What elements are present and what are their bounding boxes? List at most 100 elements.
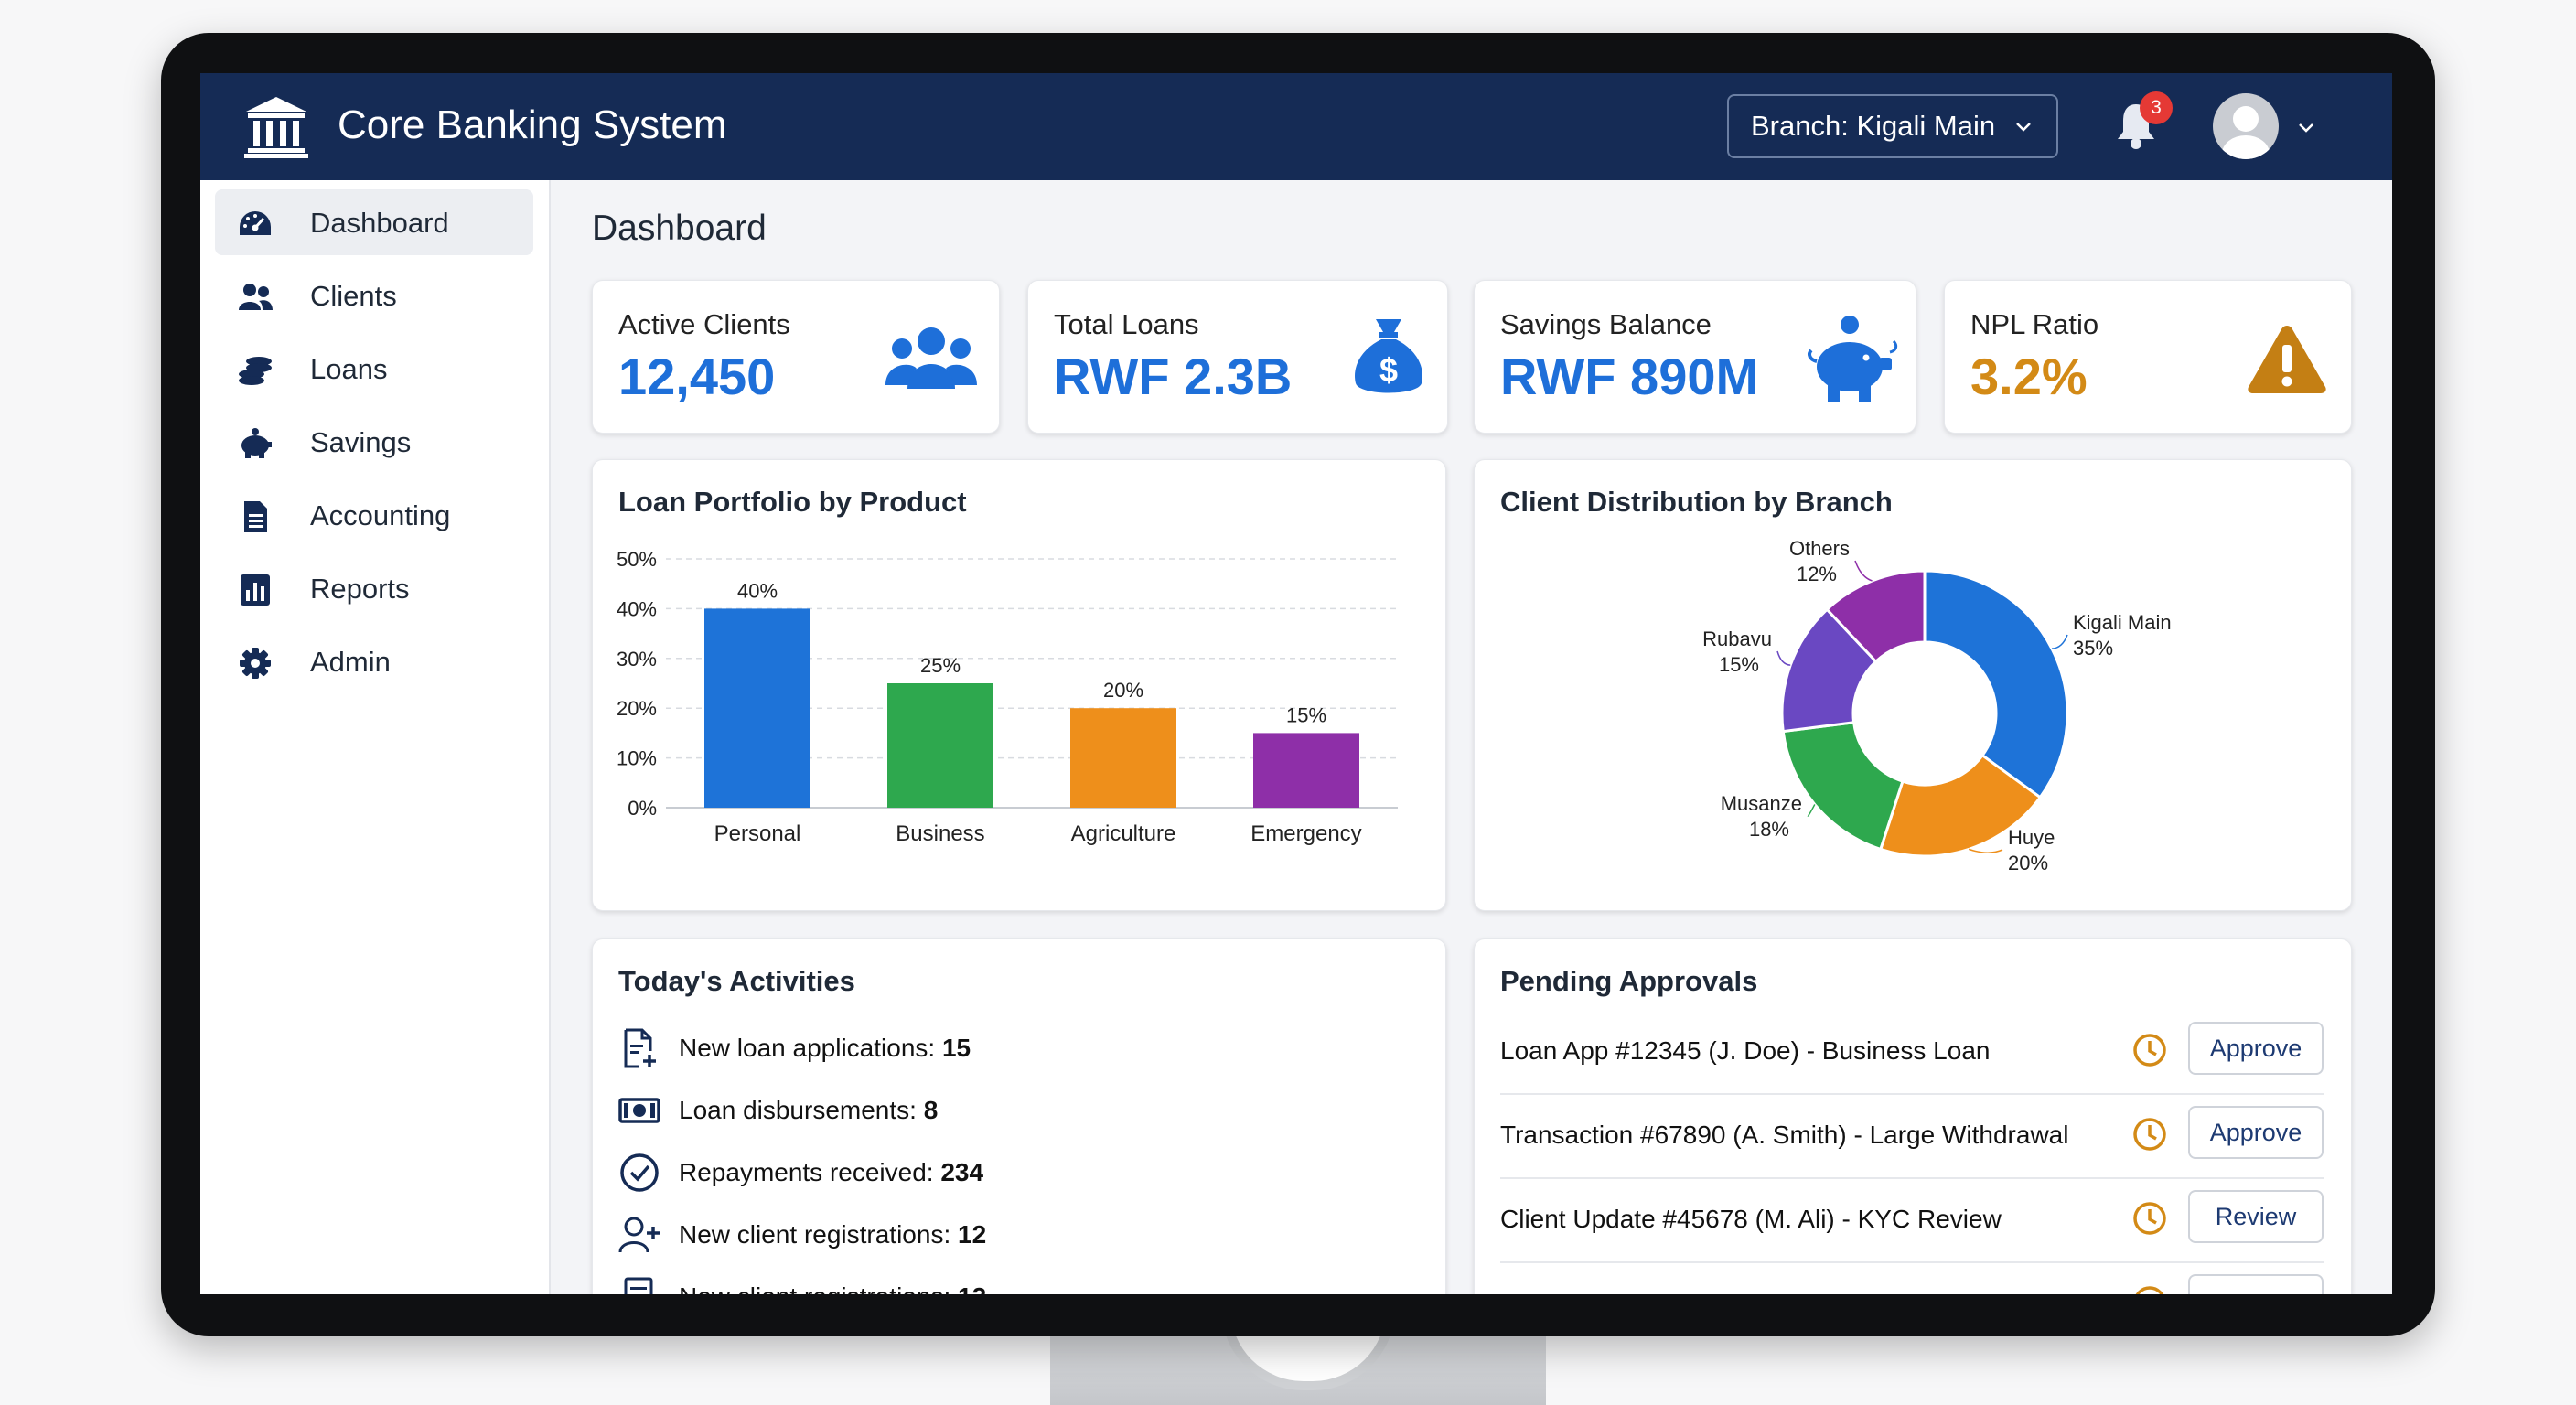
piggy-bank-icon (1808, 316, 1898, 402)
cash-icon (618, 1098, 660, 1123)
slice-leader-line (1807, 804, 1816, 817)
todays-activities-card: Today's Activities New loan applications… (592, 938, 1446, 1294)
clock-icon (2133, 1034, 2166, 1067)
approval-row: Client Update #45678 (M. Ali) - KYC Revi… (1500, 1179, 2324, 1263)
kpi-label: Total Loans (1054, 308, 1199, 340)
warning-icon (2248, 326, 2326, 393)
activity-value: 12 (958, 1282, 986, 1294)
app-title: Core Banking System (338, 102, 727, 147)
donut-slice (1923, 569, 2069, 799)
approval-row: Loan App #12345 (J. Doe) - Business Loan… (1500, 1011, 2324, 1095)
clock-icon (2133, 1202, 2166, 1235)
kpi-value: 12,450 (618, 348, 776, 405)
y-tick-label: 10% (617, 747, 657, 770)
document-icon (244, 501, 267, 532)
sidebar-item-label: Admin (310, 646, 391, 678)
slice-leader-line (1776, 650, 1791, 666)
users-icon (886, 327, 977, 389)
y-tick-label: 0% (628, 797, 657, 820)
approval-row (1500, 1263, 2324, 1294)
activity-value: 234 (940, 1158, 984, 1186)
card-title: Pending Approvals (1500, 965, 1758, 997)
bar-chart-icon (241, 574, 270, 606)
notification-count-badge: 3 (2140, 91, 2173, 124)
kpi-label: Active Clients (618, 308, 790, 340)
activity-label: New loan applications: (679, 1034, 936, 1062)
svg-text:$: $ (1379, 351, 1398, 389)
y-tick-label: 50% (617, 548, 657, 571)
slice-leader-line (1854, 560, 1873, 582)
y-tick-label: 20% (617, 697, 657, 720)
kpi-card-npl-ratio: NPL Ratio 3.2% (1944, 280, 2352, 434)
user-plus-icon (618, 1217, 660, 1253)
clock-icon (2135, 1286, 2164, 1294)
branch-selector[interactable]: Branch: Kigali Main (1727, 94, 2058, 158)
branch-selector-label: Branch: Kigali Main (1751, 110, 1996, 142)
chevron-down-icon[interactable] (2295, 117, 2317, 139)
x-tick-label: Business (896, 821, 984, 846)
document-plus-icon (624, 1028, 656, 1068)
money-bag-icon: $ (1355, 319, 1422, 393)
approval-description: Loan App #12345 (J. Doe) - Business Loan (1500, 1036, 1991, 1065)
kpi-label: Savings Balance (1500, 308, 1712, 340)
approval-action-button[interactable] (2188, 1274, 2324, 1294)
bar (887, 683, 993, 808)
page-title: Dashboard (592, 209, 767, 248)
activity-item: Loan disbursements: 8 (618, 1088, 938, 1133)
coins-icon (239, 357, 272, 385)
sidebar-item-admin[interactable]: Admin (215, 628, 533, 694)
sidebar: Dashboard Clients Loans (200, 180, 551, 1294)
slice-leader-line (1968, 848, 2003, 853)
sidebar-item-clients[interactable]: Clients (215, 263, 533, 328)
sidebar-item-reports[interactable]: Reports (215, 555, 533, 621)
user-avatar[interactable] (2213, 93, 2279, 159)
kpi-value: RWF 890M (1500, 348, 1759, 405)
loan-portfolio-chart-card: Loan Portfolio by Product 0% 10% 20% 30% 40%… (592, 459, 1446, 911)
card-title: Today's Activities (618, 965, 855, 997)
app-screen: Core Banking System Branch: Kigali Main … (200, 73, 2392, 1294)
bar (1253, 733, 1359, 808)
slice-leader-line (2051, 634, 2068, 649)
donut-slice (1878, 753, 2043, 858)
loan-portfolio-bar-chart: 0% 10% 20% 30% 40% 50% 40% Personal 25% Business 2… (617, 548, 1398, 846)
review-button[interactable]: Review (2188, 1190, 2324, 1243)
sidebar-item-loans[interactable]: Loans (215, 336, 533, 402)
activity-value: 12 (958, 1220, 987, 1249)
activity-value: 15 (941, 1034, 971, 1062)
activity-item: Repayments received: 234 (618, 1150, 983, 1196)
activity-label: Loan disbursements: (679, 1096, 917, 1124)
approve-button[interactable]: Approve (2188, 1022, 2324, 1075)
sidebar-item-savings[interactable]: Savings (215, 409, 533, 475)
activity-label: Repayments received: (679, 1158, 934, 1186)
gear-icon (240, 648, 271, 679)
y-tick-label: 30% (617, 648, 657, 670)
sidebar-item-accounting[interactable]: Accounting (215, 482, 533, 548)
slice-label: Kigali Main (2073, 611, 2172, 634)
sidebar-item-label: Loans (310, 353, 388, 385)
activity-item: New loan applications: 15 (618, 1025, 971, 1071)
x-tick-label: Emergency (1250, 821, 1361, 846)
activity-label: New client registrations: (679, 1282, 950, 1294)
slice-percent-label: 20% (2008, 852, 2048, 874)
slice-label: Rubavu (1702, 627, 1772, 650)
document-icon (624, 1277, 653, 1294)
sidebar-item-label: Accounting (310, 499, 451, 531)
piggy-bank-icon (242, 428, 272, 458)
activity-item: New client registrations: 12 (618, 1274, 986, 1294)
pending-approvals-card: Pending Approvals Loan App #12345 (J. Do… (1474, 938, 2352, 1294)
chart-title: Client Distribution by Branch (1500, 486, 1893, 518)
activity-label: New client registrations: (679, 1220, 951, 1249)
sidebar-item-label: Reports (310, 573, 410, 605)
donut-slice (1825, 569, 1927, 664)
bar-value-label: 20% (1103, 679, 1143, 702)
clock-icon (2133, 1118, 2166, 1151)
bar-value-label: 15% (1286, 703, 1326, 726)
approve-button[interactable]: Approve (2188, 1106, 2324, 1159)
sidebar-item-dashboard[interactable]: Dashboard (215, 189, 533, 255)
slice-percent-label: 12% (1797, 563, 1837, 585)
client-distribution-donut-chart: Kigali Main 35% Huye 20% Musanze 18% Rubavu 15%… (1702, 537, 2172, 874)
approval-description: Transaction #67890 (A. Smith) - Large Wi… (1500, 1121, 2069, 1149)
users-icon (239, 284, 273, 310)
kpi-label: NPL Ratio (1970, 308, 2099, 340)
slice-percent-label: 35% (2073, 637, 2113, 660)
